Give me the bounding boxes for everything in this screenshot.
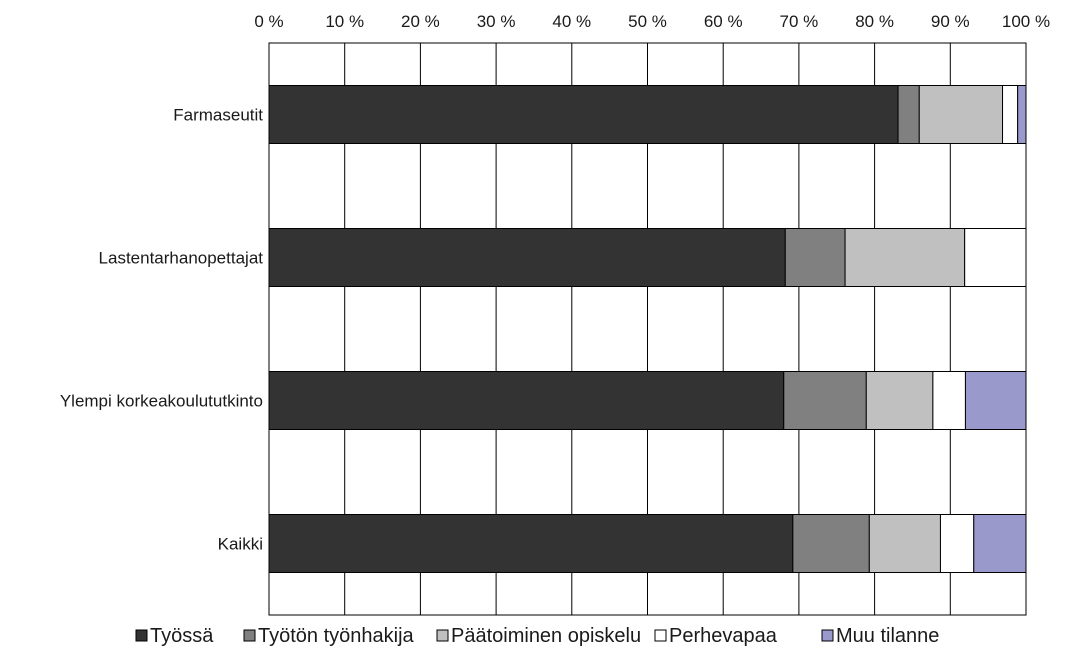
x-tick-label: 0 % <box>254 12 283 31</box>
category-label: Ylempi korkeakoulututkinto <box>60 392 263 411</box>
bar-segment <box>964 371 1027 430</box>
category-label: Farmaseutit <box>173 106 263 125</box>
legend-label: Päätoiminen opiskelu <box>451 625 641 647</box>
bar-segment <box>268 85 899 144</box>
bar-segment <box>973 514 1027 573</box>
legend-swatch <box>243 629 256 642</box>
x-tick-label: 50 % <box>628 12 667 31</box>
x-tick-label: 90 % <box>931 12 970 31</box>
bar-segment <box>932 371 966 430</box>
x-tick-label: 20 % <box>401 12 440 31</box>
legend-swatch <box>436 629 449 642</box>
legend-swatch <box>135 629 148 642</box>
bar-segment <box>844 228 966 287</box>
category-label: Kaikki <box>218 535 263 554</box>
legend-label: Työtön työnhakija <box>258 625 415 647</box>
x-tick-label: 100 % <box>1002 12 1050 31</box>
bar-segment <box>939 514 975 573</box>
category-label: Lastentarhanopettajat <box>99 249 264 268</box>
legend-label: Perhevapaa <box>669 625 778 647</box>
legend-label: Työssä <box>150 625 214 647</box>
x-tick-label: 30 % <box>477 12 516 31</box>
bar-segment <box>268 371 785 430</box>
bar-segment <box>964 228 1027 287</box>
bar-segment <box>1017 85 1027 144</box>
bar-segment <box>268 228 786 287</box>
legend: Työssä Työtön työnhakija Päätoiminen opisk… <box>135 625 939 647</box>
bar-segment <box>897 85 920 144</box>
x-tick-label: 70 % <box>780 12 819 31</box>
x-tick-label: 80 % <box>855 12 894 31</box>
category-labels: Farmaseutit Lastentarhanopettajat Ylempi k… <box>60 106 263 554</box>
legend-swatch <box>654 629 667 642</box>
bar-segment <box>784 228 846 287</box>
x-axis-tick-labels: 0 % 10 % 20 % 30 % 40 % 50 % 60 % 70 % 80 % 90 % 1… <box>254 12 1050 31</box>
bar-segment <box>792 514 870 573</box>
legend-swatch <box>821 629 834 642</box>
x-tick-label: 10 % <box>325 12 364 31</box>
bars <box>268 85 1027 573</box>
bar-segment <box>865 371 934 430</box>
bar-segment <box>783 371 867 430</box>
bar-segment <box>868 514 941 573</box>
legend-label: Muu tilanne <box>836 625 939 647</box>
x-tick-label: 60 % <box>704 12 743 31</box>
x-tick-label: 40 % <box>552 12 591 31</box>
bar-segment <box>268 514 794 573</box>
bar-segment <box>1002 85 1019 144</box>
bar-segment <box>918 85 1004 144</box>
